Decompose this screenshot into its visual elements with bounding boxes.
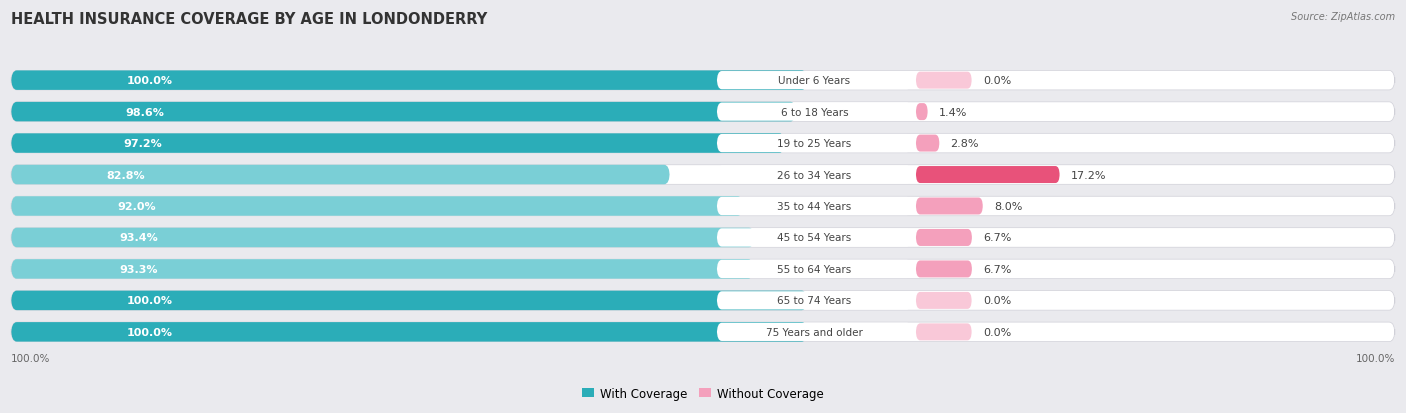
Text: 100.0%: 100.0% — [127, 327, 173, 337]
FancyBboxPatch shape — [11, 71, 1395, 91]
FancyBboxPatch shape — [915, 104, 928, 121]
FancyBboxPatch shape — [915, 198, 983, 215]
FancyBboxPatch shape — [11, 322, 807, 342]
FancyBboxPatch shape — [915, 229, 972, 247]
Text: 6.7%: 6.7% — [983, 264, 1011, 274]
Text: 19 to 25 Years: 19 to 25 Years — [778, 139, 852, 149]
FancyBboxPatch shape — [915, 261, 972, 278]
FancyBboxPatch shape — [11, 259, 1395, 279]
FancyBboxPatch shape — [717, 260, 912, 278]
FancyBboxPatch shape — [915, 292, 972, 309]
FancyBboxPatch shape — [717, 72, 912, 90]
Text: HEALTH INSURANCE COVERAGE BY AGE IN LONDONDERRY: HEALTH INSURANCE COVERAGE BY AGE IN LOND… — [11, 12, 488, 27]
FancyBboxPatch shape — [11, 165, 669, 185]
Text: 45 to 54 Years: 45 to 54 Years — [778, 233, 852, 243]
FancyBboxPatch shape — [11, 291, 807, 311]
Text: 8.0%: 8.0% — [994, 202, 1022, 211]
FancyBboxPatch shape — [11, 291, 1395, 311]
Text: 0.0%: 0.0% — [983, 296, 1011, 306]
Text: 0.0%: 0.0% — [983, 327, 1011, 337]
Text: 17.2%: 17.2% — [1071, 170, 1107, 180]
FancyBboxPatch shape — [717, 166, 912, 184]
FancyBboxPatch shape — [11, 197, 744, 216]
FancyBboxPatch shape — [915, 323, 972, 341]
Text: 100.0%: 100.0% — [11, 353, 51, 363]
Text: 93.3%: 93.3% — [120, 264, 157, 274]
FancyBboxPatch shape — [11, 102, 1395, 122]
Text: 100.0%: 100.0% — [127, 76, 173, 86]
Text: 2.8%: 2.8% — [950, 139, 979, 149]
FancyBboxPatch shape — [11, 134, 1395, 154]
FancyBboxPatch shape — [915, 135, 939, 152]
Text: 93.4%: 93.4% — [120, 233, 157, 243]
Text: Source: ZipAtlas.com: Source: ZipAtlas.com — [1291, 12, 1395, 22]
Text: 55 to 64 Years: 55 to 64 Years — [778, 264, 852, 274]
Text: 82.8%: 82.8% — [107, 170, 145, 180]
Text: 100.0%: 100.0% — [127, 296, 173, 306]
FancyBboxPatch shape — [717, 135, 912, 153]
FancyBboxPatch shape — [11, 259, 754, 279]
Text: 97.2%: 97.2% — [124, 139, 163, 149]
FancyBboxPatch shape — [11, 134, 785, 154]
Text: 6.7%: 6.7% — [983, 233, 1011, 243]
Text: Under 6 Years: Under 6 Years — [779, 76, 851, 86]
FancyBboxPatch shape — [11, 322, 1395, 342]
FancyBboxPatch shape — [717, 197, 912, 216]
FancyBboxPatch shape — [915, 72, 972, 90]
FancyBboxPatch shape — [717, 229, 912, 247]
FancyBboxPatch shape — [717, 292, 912, 310]
Text: 26 to 34 Years: 26 to 34 Years — [778, 170, 852, 180]
Legend: With Coverage, Without Coverage: With Coverage, Without Coverage — [578, 382, 828, 405]
FancyBboxPatch shape — [717, 103, 912, 121]
Text: 100.0%: 100.0% — [1355, 353, 1395, 363]
Text: 6 to 18 Years: 6 to 18 Years — [780, 107, 848, 117]
Text: 0.0%: 0.0% — [983, 76, 1011, 86]
Text: 98.6%: 98.6% — [125, 107, 165, 117]
FancyBboxPatch shape — [717, 323, 912, 341]
FancyBboxPatch shape — [11, 228, 1395, 248]
FancyBboxPatch shape — [11, 228, 755, 248]
FancyBboxPatch shape — [11, 71, 807, 91]
Text: 35 to 44 Years: 35 to 44 Years — [778, 202, 852, 211]
Text: 1.4%: 1.4% — [939, 107, 967, 117]
FancyBboxPatch shape — [11, 165, 1395, 185]
Text: 92.0%: 92.0% — [118, 202, 156, 211]
Text: 65 to 74 Years: 65 to 74 Years — [778, 296, 852, 306]
FancyBboxPatch shape — [11, 102, 796, 122]
FancyBboxPatch shape — [915, 166, 1060, 184]
Text: 75 Years and older: 75 Years and older — [766, 327, 863, 337]
FancyBboxPatch shape — [11, 197, 1395, 216]
